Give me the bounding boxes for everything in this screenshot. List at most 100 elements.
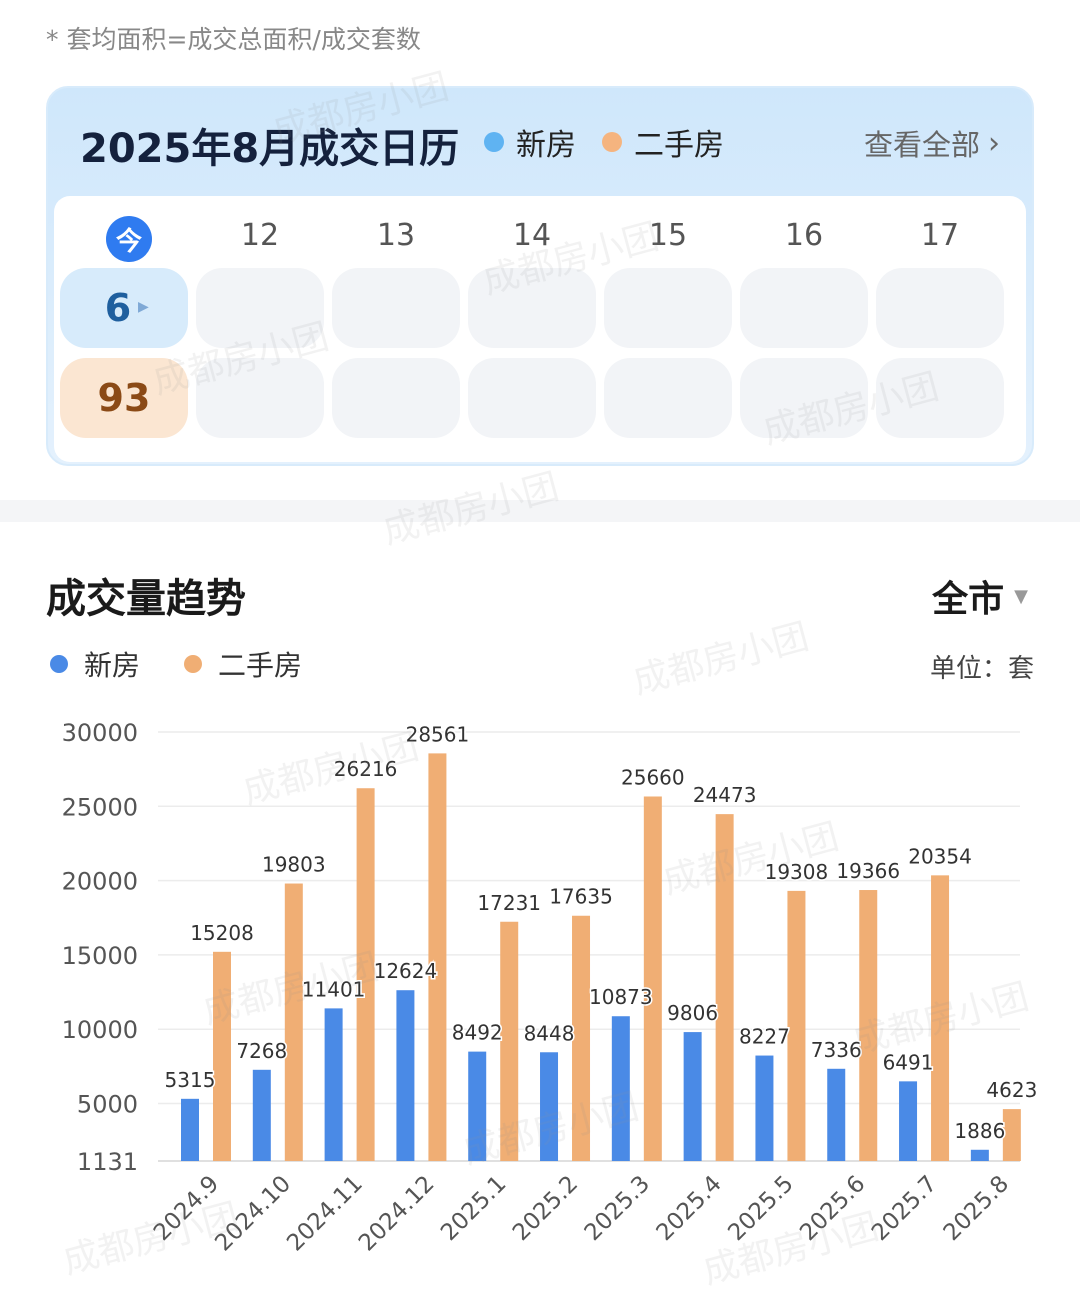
calendar-legend-second: 二手房: [602, 120, 724, 164]
calendar-cell[interactable]: [468, 268, 596, 348]
day-label: 16: [784, 218, 824, 253]
data-label-second: 24473: [693, 783, 757, 807]
data-label-new: 7268: [236, 1039, 287, 1063]
data-label-second: 17231: [477, 891, 541, 915]
day-label: 14: [512, 218, 552, 253]
footnote: * 套均面积=成交总面积/成交套数: [46, 25, 421, 54]
today-new-value: 6: [104, 286, 132, 330]
y-tick-label: 25000: [62, 793, 138, 821]
calendar-cell[interactable]: [332, 268, 460, 348]
bar-new: [611, 1016, 630, 1161]
data-label-new: 11401: [302, 977, 366, 1001]
today-new-cell[interactable]: [60, 268, 188, 348]
bar-new: [899, 1081, 918, 1161]
today-second-value: 93: [97, 376, 151, 420]
data-label-new: 12624: [374, 959, 438, 983]
legend-item-new[interactable]: 新房: [50, 644, 140, 684]
section-divider: [0, 500, 1080, 522]
x-tick-label: 2024.11: [282, 1171, 368, 1257]
calendar-cell[interactable]: [604, 358, 732, 438]
play-arrow-icon: ▶: [138, 299, 149, 315]
trend-legend: 新房 二手房: [50, 644, 346, 684]
unit-label: 单位：套: [929, 654, 1034, 684]
bar-new: [827, 1068, 846, 1161]
second-dot-icon: [602, 132, 622, 152]
bar-second: [859, 890, 878, 1161]
x-tick-label: 2025.2: [508, 1171, 583, 1246]
bar-second: [931, 875, 950, 1161]
bar-new: [755, 1055, 774, 1161]
bar-second: [213, 951, 231, 1161]
data-label-new: 8227: [739, 1025, 790, 1049]
calendar-cell[interactable]: [196, 268, 324, 348]
data-label-second: 15208: [190, 921, 254, 945]
y-tick-label: 5000: [77, 1091, 138, 1119]
today-second-cell[interactable]: [60, 358, 188, 438]
new-dot-icon: [484, 132, 504, 152]
x-tick-label: 2025.4: [652, 1171, 727, 1246]
bar-second: [572, 915, 591, 1161]
bar-new: [324, 1008, 343, 1161]
calendar-cell[interactable]: [876, 358, 1004, 438]
second-dot-icon: [184, 655, 203, 673]
bar-new: [396, 990, 415, 1161]
today-badge: 今: [106, 216, 152, 262]
x-tick-label: 2025.6: [795, 1171, 870, 1246]
view-all-label: 查看全部: [863, 128, 980, 162]
transaction-calendar-card: 2025年8月成交日历 新房 二手房 查看全部 › 今 12 13 14 15 …: [46, 86, 1034, 466]
data-label-second: 20354: [908, 844, 972, 868]
legend-item-second[interactable]: 二手房: [184, 644, 302, 684]
trend-title: 成交量趋势: [46, 576, 246, 622]
bar-new: [683, 1032, 702, 1161]
volume-bar-chart: 1131 5000 10000 15000 20000 25000 30000 5315 152…: [62, 719, 1039, 1257]
view-all-link[interactable]: 查看全部 ›: [864, 122, 1000, 164]
y-tick-label: 15000: [62, 942, 138, 970]
data-label-second: 25660: [621, 765, 685, 789]
data-label-new: 1886: [954, 1119, 1005, 1143]
watermark: 成都房小团: [628, 616, 814, 703]
data-label-second: 17635: [549, 885, 613, 909]
chevron-right-icon: ›: [988, 125, 1000, 161]
data-label-new: 10873: [589, 985, 653, 1009]
city-select[interactable]: 全市 ▼: [932, 570, 1028, 622]
bar-second: [715, 814, 734, 1161]
x-tick-label: 2025.3: [580, 1171, 655, 1246]
bar-new: [252, 1069, 271, 1161]
bar-second: [284, 883, 303, 1161]
y-tick-label: 20000: [62, 868, 138, 896]
bar-second: [356, 788, 375, 1161]
data-label-second: 26216: [334, 757, 398, 781]
day-label: 15: [648, 218, 688, 253]
data-label-second: 19308: [765, 860, 829, 884]
x-tick-label: 2024.12: [354, 1171, 440, 1257]
day-label: 12: [240, 218, 280, 253]
bar-second: [500, 921, 519, 1161]
caret-down-icon: ▼: [1014, 585, 1028, 607]
y-tick-label: 1131: [77, 1148, 138, 1176]
x-tick-label: 2025.5: [723, 1171, 798, 1246]
calendar-cell[interactable]: [196, 358, 324, 438]
bar-new: [181, 1098, 199, 1161]
data-label-new: 5315: [165, 1068, 216, 1092]
data-label-second: 28561: [406, 722, 470, 746]
x-tick-label: 2024.10: [210, 1171, 296, 1257]
data-label-second: 19366: [836, 859, 900, 883]
calendar-cell[interactable]: [740, 358, 868, 438]
calendar-cell[interactable]: [468, 358, 596, 438]
data-label-new: 6491: [883, 1050, 934, 1074]
calendar-cell[interactable]: [740, 268, 868, 348]
bar-second: [428, 753, 447, 1161]
data-label-second: 19803: [262, 853, 326, 877]
city-select-value: 全市: [932, 579, 1005, 620]
bar-new: [468, 1051, 487, 1161]
x-tick-label: 2025.8: [939, 1171, 1014, 1246]
day-label: 13: [376, 218, 416, 253]
data-label-new: 9806: [667, 1001, 718, 1025]
calendar-cell[interactable]: [604, 268, 732, 348]
calendar-cell[interactable]: [876, 268, 1004, 348]
calendar-legend-new: 新房: [484, 120, 576, 164]
x-tick-label: 2025.7: [867, 1171, 942, 1246]
bar-new: [970, 1149, 989, 1161]
calendar-cell[interactable]: [332, 358, 460, 438]
data-label-new: 8492: [452, 1021, 503, 1045]
